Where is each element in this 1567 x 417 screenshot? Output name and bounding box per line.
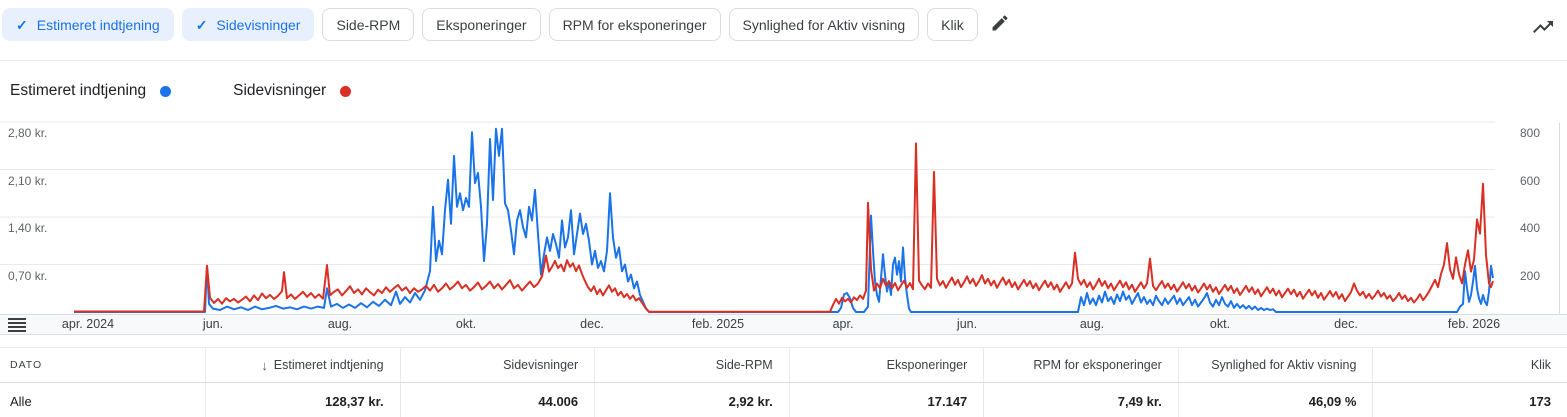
- drag-handle-icon[interactable]: [8, 318, 26, 338]
- column-header-label: Side-RPM: [715, 358, 773, 372]
- y-axis-right-tick: 200: [1519, 268, 1540, 283]
- value-cell-rpm-for-eksponeringer: 7,49 kr.: [983, 383, 1178, 417]
- column-header-sidevisninger[interactable]: Sidevisninger: [399, 348, 595, 382]
- metric-chip-rpm-for-eksponeringer[interactable]: RPM for eksponeringer: [548, 8, 721, 41]
- plot-area: 0,70 kr. 1,40 kr. 2,10 kr. 2,80 kr. 200 400 60…: [0, 121, 1567, 335]
- x-axis-tick-apr-2024: apr. 2024: [61, 317, 115, 331]
- summary-table: DATO ↓ Estimeret indtjening Sidevisninger Si…: [0, 347, 1567, 417]
- column-header-estimeret-indtjening[interactable]: ↓ Estimeret indtjening: [205, 348, 400, 382]
- legend-label: Estimeret indtjening: [10, 82, 147, 99]
- chart-type-button[interactable]: [1527, 12, 1559, 45]
- check-icon: ✓: [16, 16, 28, 33]
- chart-card: Estimeret indtjening Sidevisninger 0,70 k…: [0, 60, 1567, 335]
- column-header-label: Estimeret indtjening: [273, 358, 384, 372]
- value-cell-synlighed-for-aktiv-visning: 46,09 %: [1177, 383, 1373, 417]
- x-axis-tick-okt: okt.: [455, 317, 477, 331]
- x-axis-tick-apr: apr.: [832, 317, 854, 331]
- x-axis-tick-jun: jun.: [956, 317, 978, 331]
- x-axis-tick-feb-2025: feb. 2025: [691, 317, 745, 331]
- chart-svg: [0, 121, 1495, 313]
- value-cell-klik: 173: [1372, 383, 1567, 417]
- value-cell-sidevisninger: 44.006: [399, 383, 595, 417]
- column-header-label: Eksponeringer: [886, 358, 968, 372]
- chip-label: Estimeret indtjening: [36, 16, 160, 33]
- y-axis-right-tick: 600: [1519, 173, 1540, 188]
- y-axis-right-tick: 800: [1519, 126, 1540, 140]
- column-header-label: Sidevisninger: [503, 358, 579, 372]
- table-header-row: DATO ↓ Estimeret indtjening Sidevisninger Si…: [0, 348, 1567, 383]
- series-line-sidevisninger: [74, 142, 1494, 313]
- column-header-synlighed-for-aktiv-visning[interactable]: Synlighed for Aktiv visning: [1177, 348, 1373, 382]
- y-axis-left-tick: 1,40 kr.: [8, 221, 48, 235]
- legend-dot-sidevisninger: [340, 85, 352, 97]
- metric-chip-synlighed-for-aktiv-visning[interactable]: Synlighed for Aktiv visning: [728, 8, 920, 41]
- column-header-dato[interactable]: DATO: [0, 348, 205, 382]
- metric-chip-sidevisninger[interactable]: ✓ Sidevisninger: [181, 8, 315, 41]
- legend-dot-estimeret-indtjening: [160, 85, 172, 97]
- edit-metrics-button[interactable]: [986, 8, 1014, 41]
- value-cell-estimeret-indtjening: 128,37 kr.: [205, 383, 400, 417]
- y-axis-left-tick: 2,10 kr.: [8, 173, 48, 188]
- check-icon: ✓: [195, 16, 208, 33]
- chip-label: Side-RPM: [336, 16, 401, 33]
- column-header-label: Synlighed for Aktiv visning: [1211, 358, 1357, 372]
- chip-label: Synlighed for Aktiv visning: [742, 16, 906, 33]
- table-row: Alle 128,37 kr. 44.006 2,92 kr. 17.147 7,49 k…: [0, 383, 1567, 417]
- column-header-label: RPM for eksponeringer: [1033, 358, 1162, 372]
- chart-legend: Estimeret indtjening Sidevisninger: [0, 61, 1567, 121]
- x-axis-tick-jun: jun.: [202, 317, 224, 331]
- legend-item-estimeret-indtjening: Estimeret indtjening: [10, 82, 172, 100]
- y-axis-right-tick: 400: [1519, 221, 1540, 235]
- metric-chip-klik[interactable]: Klik: [927, 8, 978, 41]
- metric-chip-estimeret-indtjening[interactable]: ✓ Estimeret indtjening: [2, 8, 174, 41]
- metric-toolbar: ✓ Estimeret indtjening ✓ Sidevisninger Side-…: [0, 0, 1567, 60]
- legend-item-sidevisninger: Sidevisninger: [233, 82, 352, 100]
- x-axis-tick-dec: dec.: [580, 317, 604, 331]
- value-cell-eksponeringer: 17.147: [788, 383, 984, 417]
- value-cell-side-rpm: 2,92 kr.: [594, 383, 789, 417]
- chip-label: RPM for eksponeringer: [562, 16, 707, 33]
- chart-right-divider: [1559, 123, 1560, 335]
- column-header-klik[interactable]: Klik: [1372, 348, 1567, 382]
- y-axis-left-tick: 2,80 kr.: [8, 126, 48, 140]
- column-header-rpm-for-eksponeringer[interactable]: RPM for eksponeringer: [983, 348, 1178, 382]
- column-header-side-rpm[interactable]: Side-RPM: [594, 348, 789, 382]
- x-axis-band: apr. 2024 jun. aug. okt. dec. feb. 2025 apr. ju…: [0, 314, 1567, 335]
- metric-chip-side-rpm[interactable]: Side-RPM: [322, 8, 415, 41]
- column-header-label: DATO: [10, 359, 43, 371]
- arrow-down-icon: ↓: [261, 357, 268, 373]
- line-chart-icon: [1531, 15, 1555, 42]
- metric-chip-eksponeringer[interactable]: Eksponeringer: [422, 8, 541, 41]
- legend-label: Sidevisninger: [233, 82, 327, 99]
- chip-label: Eksponeringer: [436, 16, 527, 33]
- x-axis-tick-okt: okt.: [1209, 317, 1231, 331]
- column-header-label: Klik: [1530, 358, 1551, 372]
- column-header-eksponeringer[interactable]: Eksponeringer: [788, 348, 984, 382]
- row-label-cell: Alle: [10, 393, 32, 409]
- pencil-icon: [990, 13, 1010, 36]
- x-axis-tick-feb-2026: feb. 2026: [1447, 317, 1501, 331]
- y-axis-left-tick: 0,70 kr.: [8, 268, 48, 283]
- metric-chip-bar: ✓ Estimeret indtjening ✓ Sidevisninger Side-…: [2, 8, 978, 41]
- x-axis-tick-aug: aug.: [1079, 317, 1105, 331]
- x-axis-tick-dec: dec.: [1334, 317, 1358, 331]
- x-axis-tick-aug: aug.: [327, 317, 353, 331]
- chip-label: Klik: [941, 16, 964, 33]
- chip-label: Sidevisninger: [216, 16, 301, 33]
- series-line-estimeret-indtjening: [74, 127, 1494, 313]
